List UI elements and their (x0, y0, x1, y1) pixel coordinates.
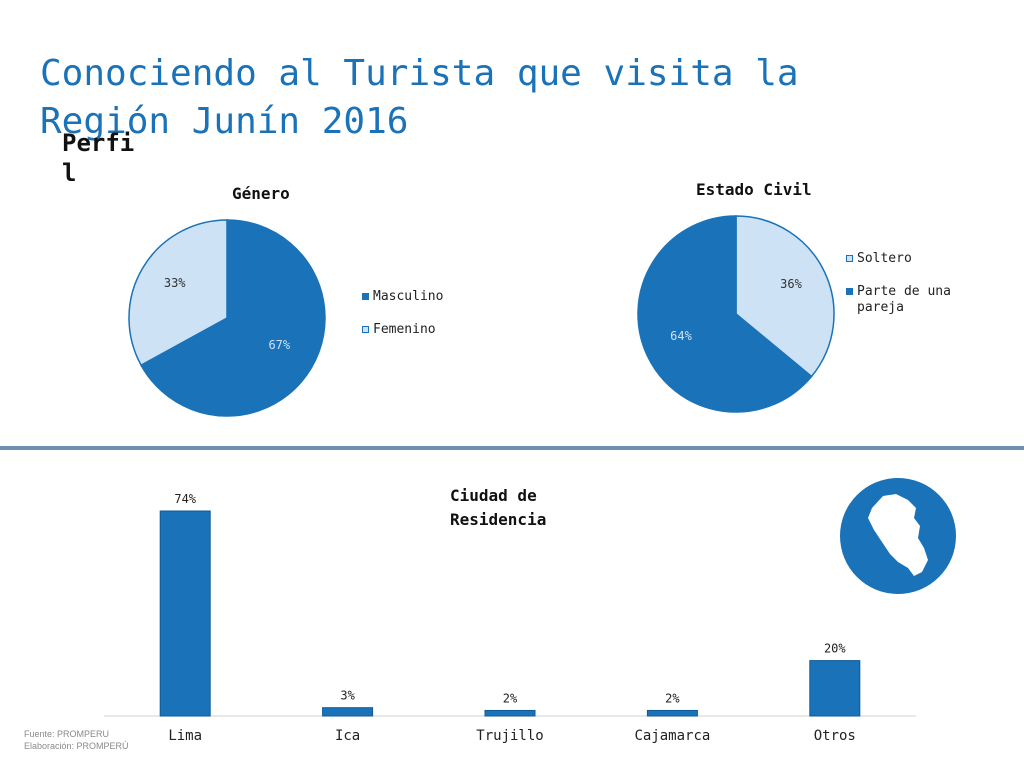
civil-status-legend: Soltero Parte de una pareja (846, 251, 967, 333)
gender-chart-title: Género (232, 184, 290, 203)
legend-swatch-masculino (362, 293, 369, 300)
bar-otros (809, 660, 861, 717)
peru-map-icon (840, 478, 956, 594)
section-label: Perfil (62, 129, 135, 187)
pie-label-pareja: 64% (670, 329, 692, 343)
category-tick-label: Otros (814, 728, 856, 744)
pie-label-masculino: 67% (268, 338, 290, 352)
bar-value-label: 74% (174, 492, 196, 506)
pie-slice-soltero (735, 215, 835, 378)
bar-cajamarca (646, 709, 698, 717)
pie-slice-femenino (128, 219, 228, 367)
bar-trujillo (484, 709, 536, 717)
pie-label-soltero: 36% (780, 277, 802, 291)
legend-label-pareja: Parte de una pareja (857, 284, 951, 315)
civil-status-chart-title: Estado Civil (696, 180, 812, 199)
page-title: Conociendo al Turista que visita la Regi… (40, 53, 799, 142)
section-divider (0, 446, 1024, 450)
legend-swatch-pareja (846, 288, 853, 295)
civil-status-pie-chart: 36% 64% (637, 215, 835, 413)
pie-label-femenino: 33% (164, 276, 186, 290)
source-footnote: Fuente: PROMPERU Elaboración: PROMPERÚ (24, 728, 129, 752)
category-tick-label: Ica (335, 728, 360, 744)
gender-pie-chart: 67% 33% (128, 219, 326, 417)
bar-value-label: 2% (503, 691, 518, 705)
category-tick-label: Lima (168, 728, 202, 744)
pie-slice-pareja (637, 215, 813, 413)
bar-value-label: 20% (824, 642, 846, 656)
residence-chart-title: Ciudad de Residencia (450, 486, 547, 529)
legend-label-femenino: Femenino (373, 322, 436, 337)
category-tick-label: Trujillo (476, 728, 543, 744)
legend-item-soltero: Soltero (846, 251, 967, 267)
bar-ica (322, 707, 374, 717)
legend-label-masculino: Masculino (373, 289, 444, 304)
bar-lima (159, 510, 211, 717)
legend-swatch-femenino (362, 326, 369, 333)
legend-swatch-soltero (846, 255, 853, 262)
legend-item-pareja: Parte de una pareja (846, 284, 967, 316)
legend-item-femenino: Femenino (362, 322, 443, 338)
residence-bar-chart: 74% Lima 3% Ica 2% Trujillo 2% Cajamarca 20% Otro… (104, 492, 916, 744)
footnote-elaboration: Elaboración: PROMPERÚ (24, 741, 129, 751)
bar-value-label: 3% (340, 689, 355, 703)
pie-slice-masculino (140, 219, 326, 417)
gender-legend: Masculino Femenino (362, 289, 443, 355)
bar-value-label: 2% (665, 691, 680, 705)
legend-label-soltero: Soltero (857, 251, 912, 266)
footnote-source: Fuente: PROMPERU (24, 729, 110, 739)
legend-item-masculino: Masculino (362, 289, 443, 305)
category-tick-label: Cajamarca (634, 728, 710, 744)
